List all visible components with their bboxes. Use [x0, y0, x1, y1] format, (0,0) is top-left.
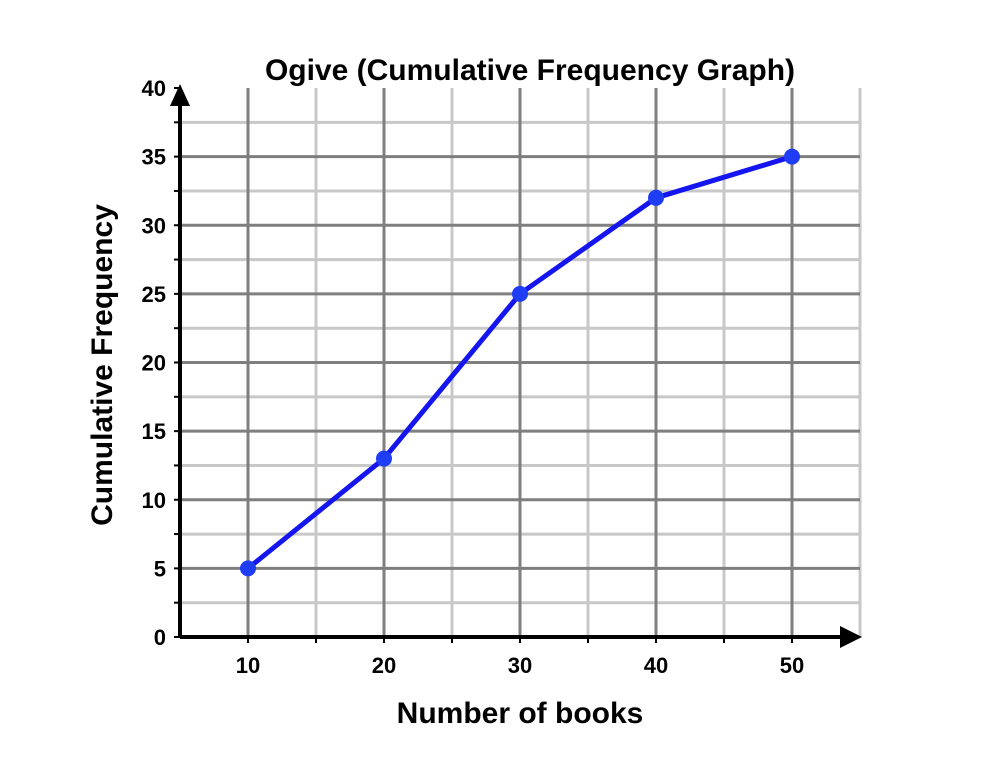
x-axis-arrow	[840, 626, 862, 648]
data-point	[240, 560, 256, 577]
x-tick-label: 40	[644, 653, 668, 678]
y-tick-label: 0	[154, 625, 166, 650]
x-tick-label: 20	[372, 653, 396, 678]
y-tick-label: 5	[154, 556, 166, 581]
data-point	[376, 450, 392, 467]
chart-title: Ogive (Cumulative Frequency Graph)	[265, 54, 795, 87]
x-axis-label: Number of books	[397, 697, 644, 730]
y-axis-arrow	[170, 84, 190, 106]
series-group	[240, 148, 800, 577]
data-point	[784, 148, 800, 165]
y-axis-label: Cumulative Frequency	[86, 204, 119, 526]
y-tick-label: 25	[142, 282, 166, 307]
axes	[170, 84, 862, 648]
grid	[180, 88, 862, 637]
y-tick-label: 15	[142, 419, 166, 444]
y-tick-label: 40	[142, 76, 166, 101]
y-tick-label: 20	[142, 351, 166, 376]
data-point	[648, 189, 664, 206]
data-point	[512, 285, 528, 302]
x-tick-label: 10	[236, 653, 260, 678]
y-tick-label: 10	[142, 488, 166, 513]
x-tick-label: 30	[508, 653, 532, 678]
x-tick-label: 50	[780, 653, 804, 678]
y-tick-label: 35	[142, 145, 166, 170]
y-tick-label: 30	[142, 213, 166, 238]
tick-labels: 10 20 30 40 50 0 5 10 15 20 25 30 35 40	[142, 76, 805, 678]
